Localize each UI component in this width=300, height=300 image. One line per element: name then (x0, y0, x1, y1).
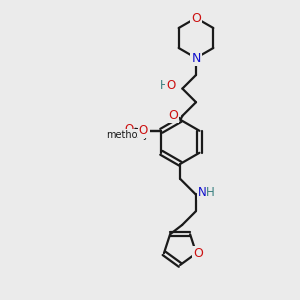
Text: H: H (206, 186, 214, 199)
Text: O: O (124, 123, 133, 136)
Text: H: H (160, 79, 168, 92)
Text: O: O (191, 11, 201, 25)
Text: N: N (191, 52, 201, 64)
Text: N: N (198, 186, 206, 199)
Text: O: O (169, 109, 178, 122)
Text: O: O (193, 247, 203, 260)
Text: O: O (166, 79, 176, 92)
Text: methoxy: methoxy (106, 130, 149, 140)
Text: O: O (139, 124, 148, 137)
